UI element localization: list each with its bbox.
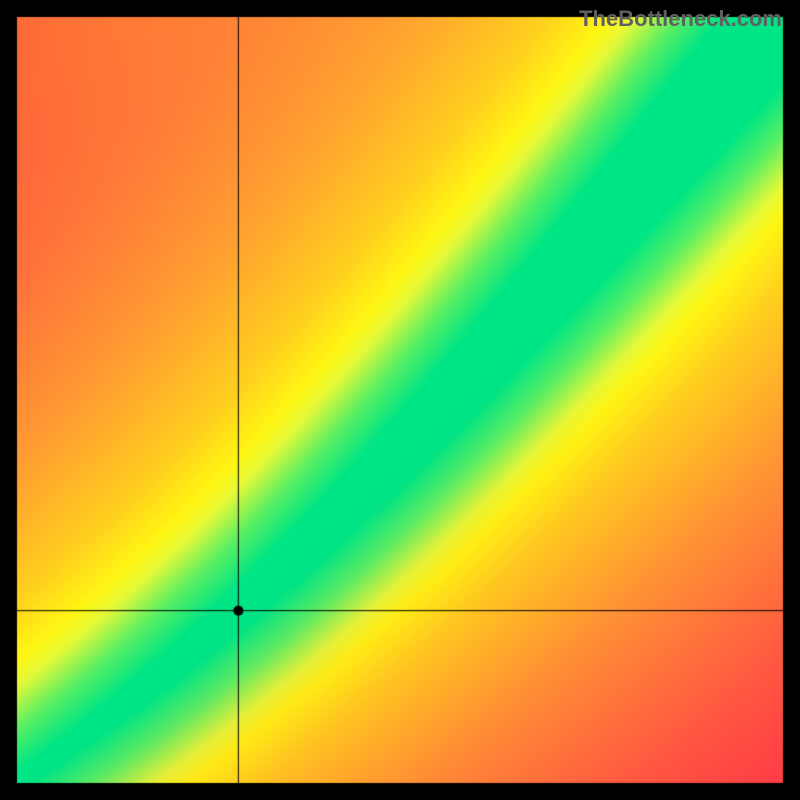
- watermark-text: TheBottleneck.com: [579, 6, 782, 32]
- bottleneck-heatmap: [0, 0, 800, 800]
